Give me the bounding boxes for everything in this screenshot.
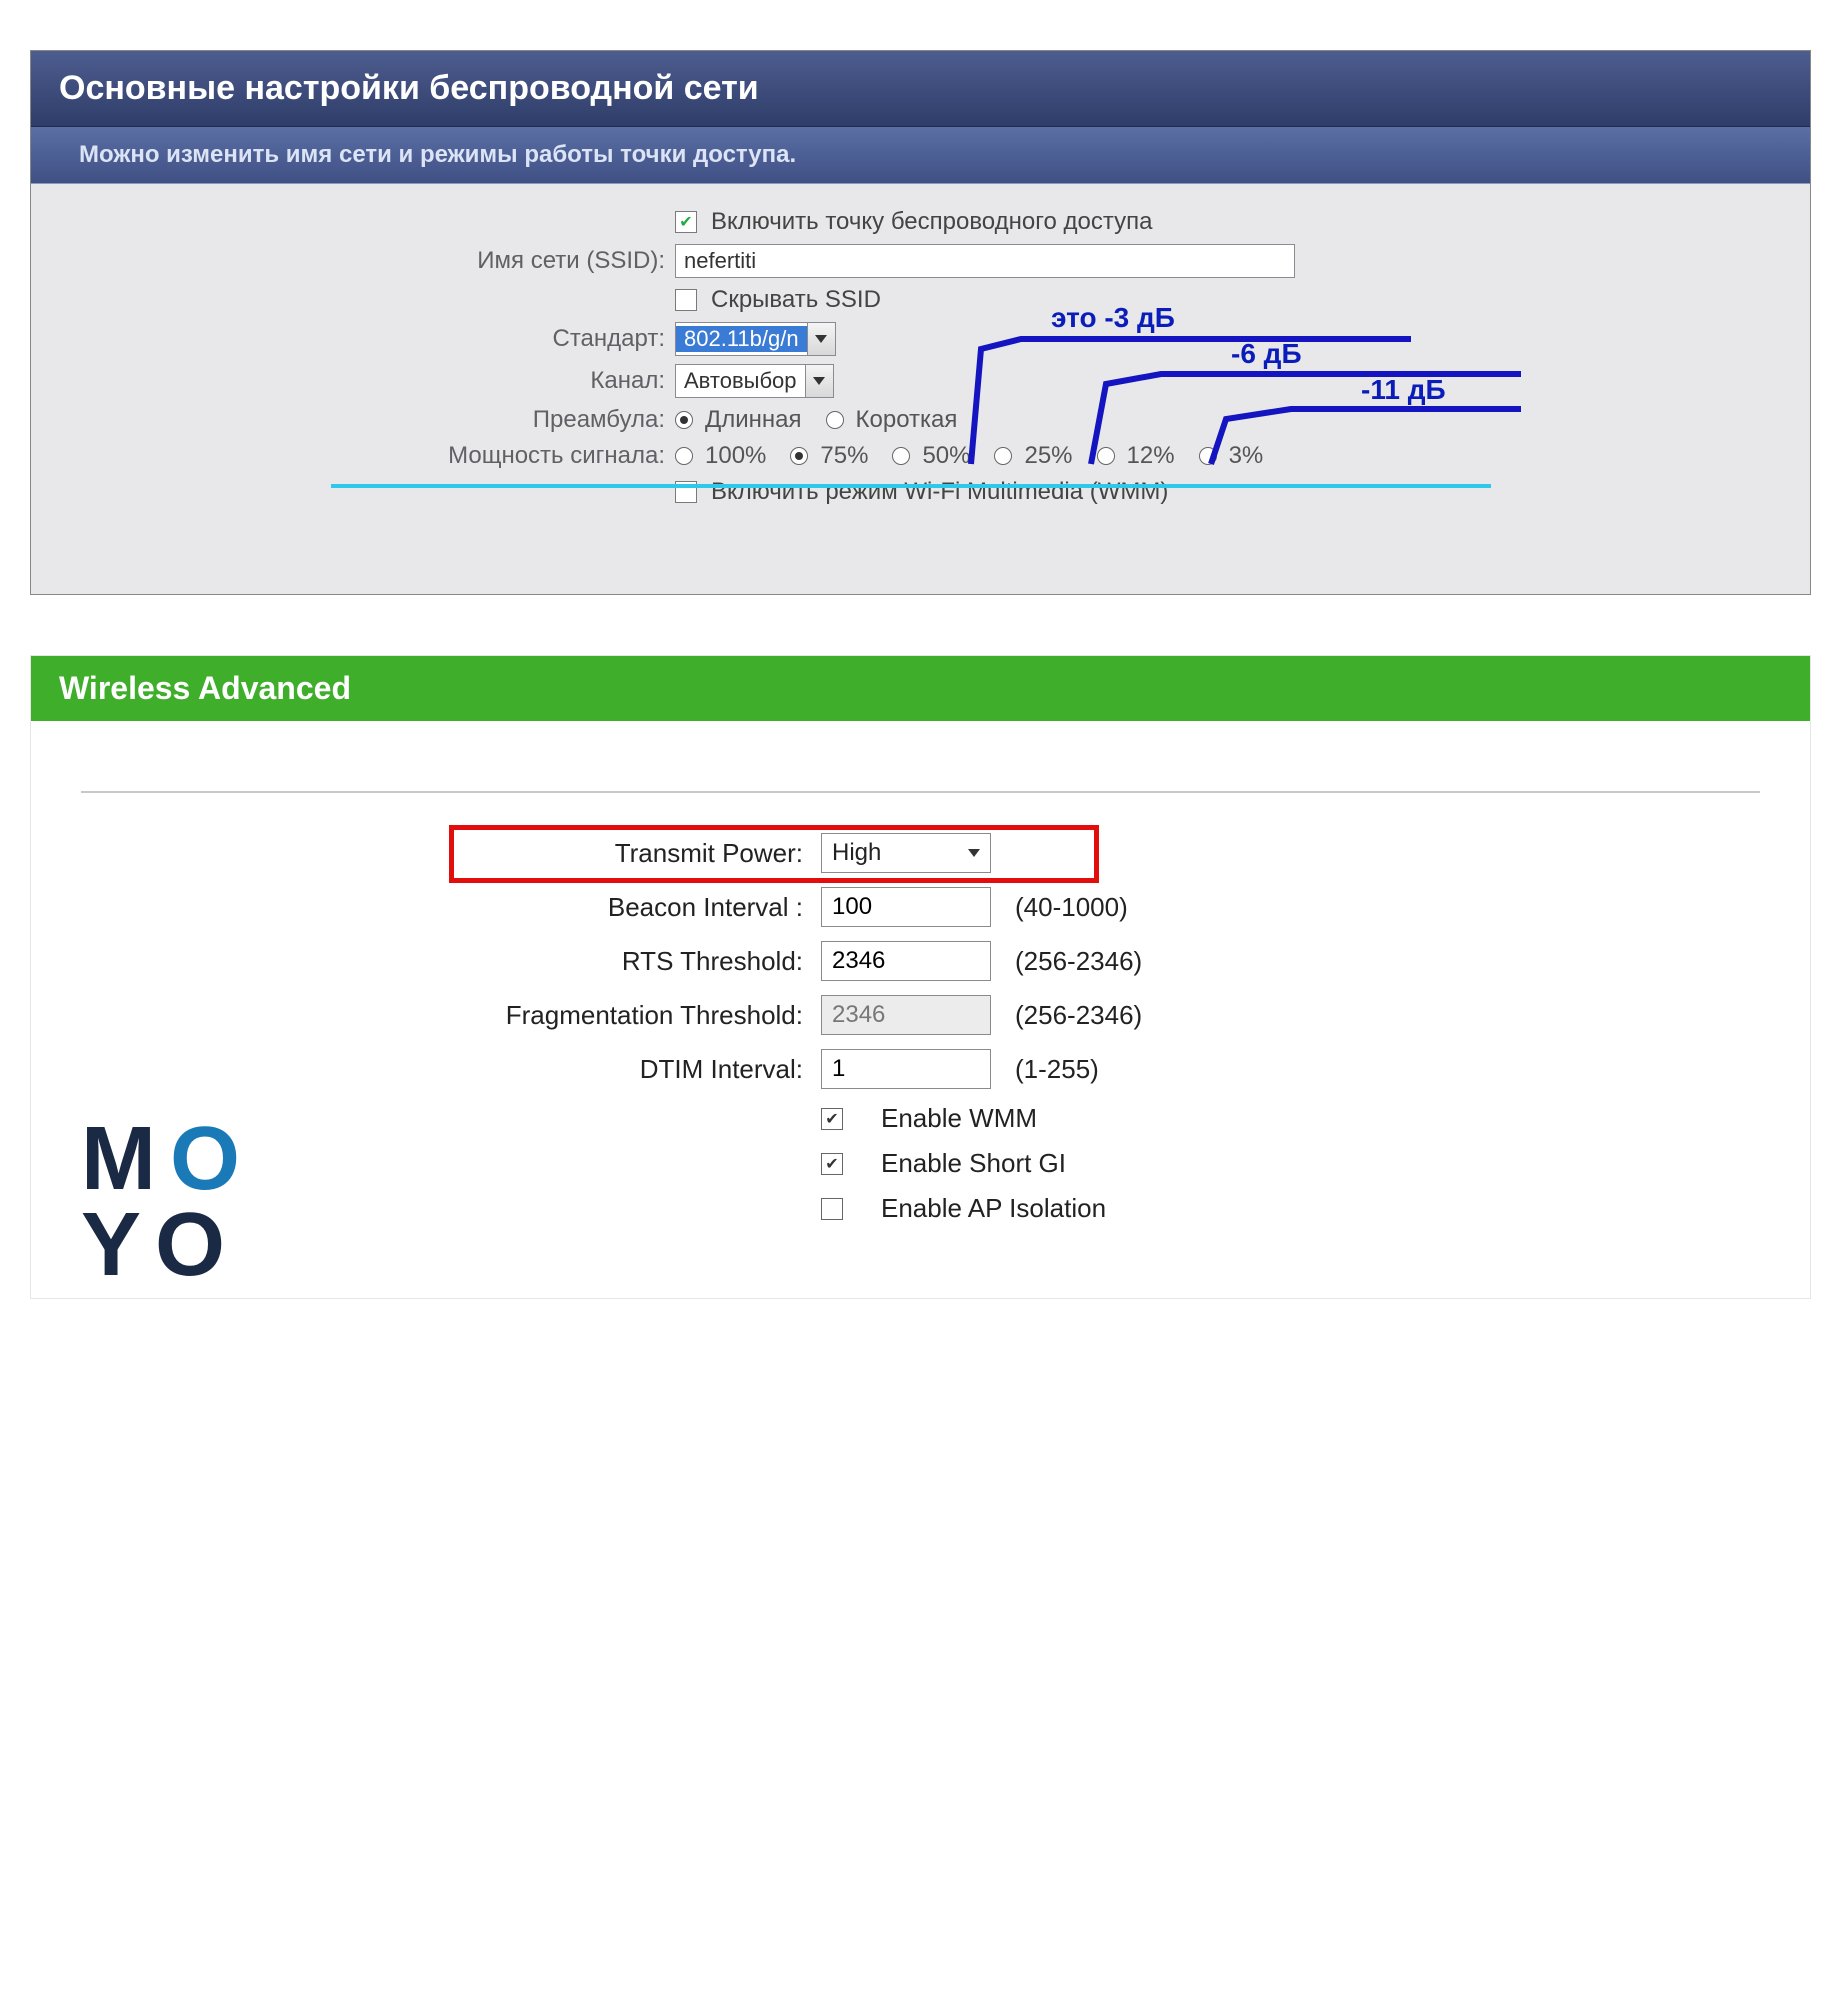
panel1-body: ✔ Включить точку беспроводного доступа И… <box>31 184 1810 594</box>
preamble-opt-0: Длинная <box>705 406 802 434</box>
power-opt-0: 100% <box>705 442 766 470</box>
frag-threshold-label: Fragmentation Threshold: <box>81 1000 821 1031</box>
rts-threshold-input[interactable] <box>821 941 991 981</box>
logo-o2: O <box>155 1195 239 1295</box>
hide-ssid-checkbox[interactable] <box>675 289 697 311</box>
rts-threshold-label: RTS Threshold: <box>81 946 821 977</box>
chevron-down-icon <box>807 323 835 355</box>
transmit-power-value: High <box>832 839 881 867</box>
enable-shortgi-label: Enable Short GI <box>881 1148 1066 1179</box>
power-label: Мощность сигнала: <box>55 442 675 470</box>
panel1-subtitle: Можно изменить имя сети и режимы работы … <box>31 127 1810 184</box>
preamble-radio-long[interactable] <box>675 411 693 429</box>
dtim-interval-hint: (1-255) <box>1015 1054 1099 1085</box>
power-radio-50[interactable] <box>892 447 910 465</box>
preamble-radio-short[interactable] <box>826 411 844 429</box>
enable-ap-label: Включить точку беспроводного доступа <box>711 208 1152 236</box>
standard-label: Стандарт: <box>55 325 675 353</box>
annotation-underline <box>331 484 1491 488</box>
wireless-advanced-panel: Wireless Advanced Transmit Power: High B… <box>30 655 1811 1299</box>
power-opt-3: 25% <box>1024 442 1072 470</box>
divider <box>81 791 1760 793</box>
panel2-body: Transmit Power: High Beacon Interval : (… <box>31 721 1810 1298</box>
power-radio-75[interactable] <box>790 447 808 465</box>
standard-select[interactable]: 802.11b/g/n <box>675 322 836 356</box>
enable-wmm-label: Enable WMM <box>881 1103 1037 1134</box>
power-radio-100[interactable] <box>675 447 693 465</box>
power-opt-4: 12% <box>1127 442 1175 470</box>
ssid-label: Имя сети (SSID): <box>55 247 675 275</box>
channel-select[interactable]: Автовыбор <box>675 364 834 398</box>
hide-ssid-label: Скрывать SSID <box>711 286 881 314</box>
enable-ap-checkbox[interactable]: ✔ <box>675 211 697 233</box>
chevron-down-icon <box>805 365 833 397</box>
enable-wmm-checkbox[interactable]: ✔ <box>821 1108 843 1130</box>
beacon-interval-hint: (40-1000) <box>1015 892 1128 923</box>
power-opt-1: 75% <box>820 442 868 470</box>
ssid-input[interactable] <box>675 244 1295 278</box>
chevron-down-icon <box>968 849 980 857</box>
beacon-interval-input[interactable] <box>821 887 991 927</box>
wireless-basic-panel: Основные настройки беспроводной сети Мож… <box>30 50 1811 595</box>
channel-value: Автовыбор <box>676 368 805 394</box>
transmit-power-select[interactable]: High <box>821 833 991 873</box>
dtim-interval-label: DTIM Interval: <box>81 1054 821 1085</box>
power-opt-2: 50% <box>922 442 970 470</box>
moyo-logo: MO YO <box>81 1117 254 1288</box>
power-opt-5: 3% <box>1229 442 1264 470</box>
transmit-power-label: Transmit Power: <box>81 838 821 869</box>
preamble-opt-1: Короткая <box>856 406 958 434</box>
beacon-interval-label: Beacon Interval : <box>81 892 821 923</box>
frag-threshold-input[interactable] <box>821 995 991 1035</box>
panel1-title: Основные настройки беспроводной сети <box>31 51 1810 127</box>
channel-label: Канал: <box>55 367 675 395</box>
enable-apisolation-checkbox[interactable] <box>821 1198 843 1220</box>
enable-shortgi-checkbox[interactable]: ✔ <box>821 1153 843 1175</box>
enable-apisolation-label: Enable AP Isolation <box>881 1193 1106 1224</box>
panel2-title: Wireless Advanced <box>31 656 1810 721</box>
power-radio-3[interactable] <box>1199 447 1217 465</box>
standard-value: 802.11b/g/n <box>676 326 807 352</box>
logo-y: Y <box>81 1195 155 1295</box>
power-radio-12[interactable] <box>1097 447 1115 465</box>
preamble-label: Преамбула: <box>55 406 675 434</box>
dtim-interval-input[interactable] <box>821 1049 991 1089</box>
wmm-label: Включить режим Wi-Fi Multimedia (WMM) <box>711 478 1168 506</box>
power-radio-25[interactable] <box>994 447 1012 465</box>
rts-threshold-hint: (256-2346) <box>1015 946 1142 977</box>
frag-threshold-hint: (256-2346) <box>1015 1000 1142 1031</box>
